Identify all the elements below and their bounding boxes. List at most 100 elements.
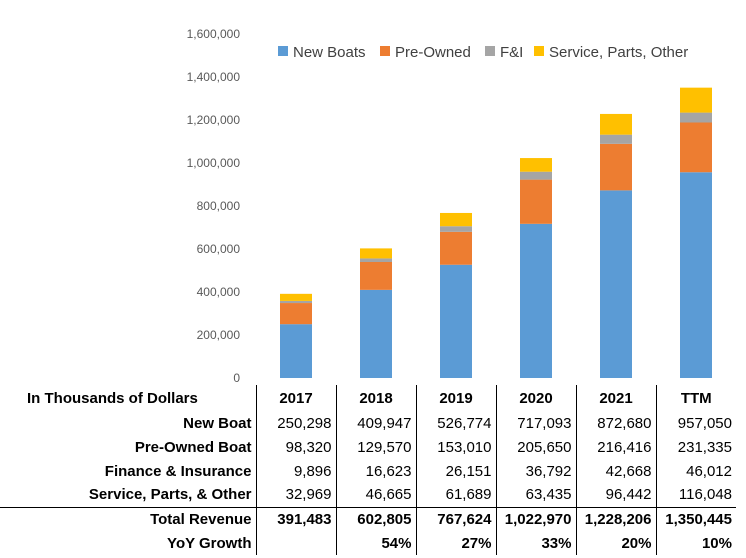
bar-segment bbox=[280, 303, 312, 325]
bar-segment bbox=[520, 171, 552, 180]
table-cell bbox=[255, 531, 336, 555]
table-cell: 2021 bbox=[575, 385, 656, 411]
bar-segment bbox=[440, 212, 472, 227]
bar-segment bbox=[360, 262, 392, 290]
y-tick-label: 200,000 bbox=[197, 328, 241, 342]
y-tick-label: 600,000 bbox=[197, 242, 241, 256]
bar-segment bbox=[680, 112, 712, 123]
bar-segment bbox=[520, 158, 552, 172]
table-cell: 32,969 bbox=[255, 483, 336, 507]
data-table: In Thousands of Dollars 2017 2018 2019 2020 2… bbox=[0, 385, 736, 555]
table-cell: 2020 bbox=[495, 385, 576, 411]
table-row: Service, Parts, & Other 32,969 46,665 61,68… bbox=[0, 483, 736, 507]
legend-label: F&I bbox=[500, 44, 523, 61]
bar-segment bbox=[440, 231, 472, 265]
bar-segment bbox=[600, 190, 632, 378]
bar-segment bbox=[280, 300, 312, 304]
row-label: Total Revenue bbox=[0, 506, 256, 531]
table-cell: 27% bbox=[415, 531, 496, 555]
table-cell: 33% bbox=[495, 531, 576, 555]
table-cell: 1,022,970 bbox=[495, 506, 576, 531]
table-cell: 46,012 bbox=[655, 459, 736, 483]
row-label: In Thousands of Dollars bbox=[27, 389, 198, 407]
table-cell: 1,350,445 bbox=[655, 506, 736, 531]
table-cell: 153,010 bbox=[415, 435, 496, 459]
table-cell: 602,805 bbox=[335, 506, 416, 531]
legend-label: Pre-Owned bbox=[395, 44, 471, 61]
total-row: Total Revenue 391,483 602,805 767,624 1,022,… bbox=[0, 506, 736, 531]
row-label: Pre-Owned Boat bbox=[134, 438, 252, 456]
table-cell: 526,774 bbox=[415, 411, 496, 435]
table-cell: 2018 bbox=[335, 385, 416, 411]
table-cell: 46,665 bbox=[335, 483, 416, 507]
bar-segment bbox=[600, 143, 632, 191]
legend-label: Service, Parts, Other bbox=[549, 44, 688, 61]
table-cell: 717,093 bbox=[495, 411, 576, 435]
y-tick-label: 1,400,000 bbox=[187, 70, 241, 84]
table-cell: 205,650 bbox=[495, 435, 576, 459]
bar-segment bbox=[680, 122, 712, 173]
y-tick-label: 0 bbox=[233, 371, 240, 385]
table-cell: 2017 bbox=[255, 385, 336, 411]
table-row: Pre-Owned Boat 98,320 129,570 153,010 205,65… bbox=[0, 435, 736, 459]
bar-segment bbox=[520, 179, 552, 224]
table-row: Finance & Insurance 9,896 16,623 26,151 36,7… bbox=[0, 459, 736, 483]
legend-swatch bbox=[485, 46, 495, 56]
bar-segment bbox=[360, 258, 392, 263]
table-cell: TTM bbox=[655, 385, 736, 411]
row-label: New Boat bbox=[183, 414, 252, 432]
bar-segment bbox=[440, 226, 472, 232]
table-cell: 42,668 bbox=[575, 459, 656, 483]
table-cell: 54% bbox=[335, 531, 416, 555]
bar-segment bbox=[680, 87, 712, 113]
table-cell: 216,416 bbox=[575, 435, 656, 459]
y-axis: 0 200,000 400,000 600,000 800,000 1,000,000 1,… bbox=[187, 27, 241, 385]
legend-swatch bbox=[278, 46, 288, 56]
table-cell: 872,680 bbox=[575, 411, 656, 435]
table-cell: 96,442 bbox=[575, 483, 656, 507]
y-tick-label: 400,000 bbox=[197, 285, 241, 299]
table-cell: 409,947 bbox=[335, 411, 416, 435]
y-tick-label: 800,000 bbox=[197, 199, 241, 213]
table-header-row: In Thousands of Dollars 2017 2018 2019 2020 2… bbox=[0, 385, 736, 411]
legend-swatch bbox=[380, 46, 390, 56]
table-cell: 391,483 bbox=[255, 506, 336, 531]
table-cell: 231,335 bbox=[655, 435, 736, 459]
row-label: Service, Parts, & Other bbox=[88, 486, 252, 504]
table-cell: 9,896 bbox=[255, 459, 336, 483]
table-cell: 63,435 bbox=[495, 483, 576, 507]
growth-row: YoY Growth 54% 27% 33% 20% 10% bbox=[0, 531, 736, 555]
table-cell: 36,792 bbox=[495, 459, 576, 483]
table-cell: 16,623 bbox=[335, 459, 416, 483]
table-cell: 2019 bbox=[415, 385, 496, 411]
table-cell: 26,151 bbox=[415, 459, 496, 483]
bar-segment bbox=[600, 134, 632, 144]
table-cell: 116,048 bbox=[655, 483, 736, 507]
legend-label: New Boats bbox=[293, 44, 366, 61]
bar-segment bbox=[520, 223, 552, 378]
table-cell: 767,624 bbox=[415, 506, 496, 531]
y-tick-label: 1,000,000 bbox=[187, 156, 241, 170]
stacked-bar-chart: 0 200,000 400,000 600,000 800,000 1,000,000 1,… bbox=[187, 27, 712, 385]
table-cell: 250,298 bbox=[255, 411, 336, 435]
bar-segment bbox=[280, 324, 312, 378]
row-label: YoY Growth bbox=[167, 534, 252, 552]
table-cell: 10% bbox=[655, 531, 736, 555]
bar-segment bbox=[280, 293, 312, 301]
bar-segment bbox=[680, 172, 712, 378]
table-cell: 61,689 bbox=[415, 483, 496, 507]
table-cell: 98,320 bbox=[255, 435, 336, 459]
table-row: New Boat 250,298 409,947 526,774 717,093 872,… bbox=[0, 411, 736, 435]
row-label: Finance & Insurance bbox=[104, 462, 252, 480]
bar-segment bbox=[360, 289, 392, 378]
table-cell: 20% bbox=[575, 531, 656, 555]
legend-swatch bbox=[534, 46, 544, 56]
bar-segment bbox=[360, 248, 392, 259]
y-tick-label: 1,600,000 bbox=[187, 27, 241, 41]
table-cell: 1,228,206 bbox=[575, 506, 656, 531]
table-cell: 957,050 bbox=[655, 411, 736, 435]
legend: New Boats Pre-Owned F&I Service, Parts, Oth… bbox=[278, 44, 688, 61]
bar-segment bbox=[600, 113, 632, 135]
bars bbox=[280, 87, 712, 378]
table-cell: 129,570 bbox=[335, 435, 416, 459]
